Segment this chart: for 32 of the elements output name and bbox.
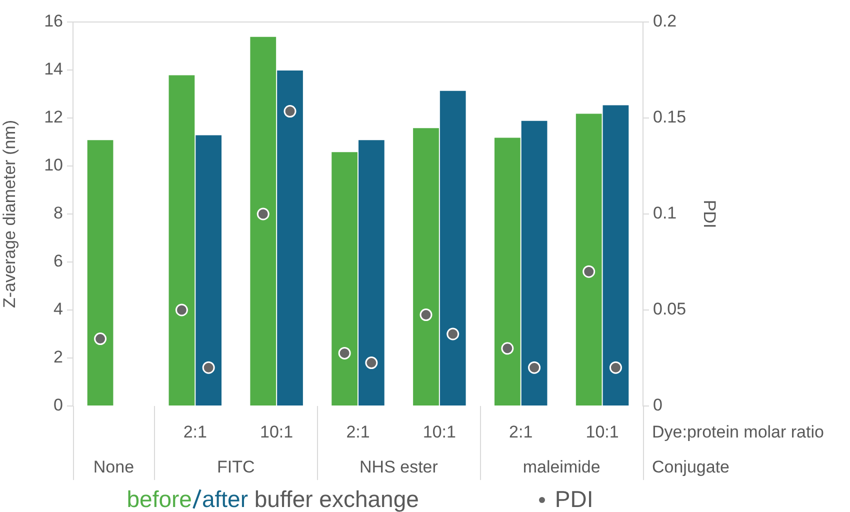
y2-tick-label: 0.2 — [653, 12, 677, 31]
legend-label: PDI — [554, 486, 594, 512]
x-tick-label: 2:1 — [509, 422, 533, 442]
text: Conjugate — [652, 458, 730, 477]
x-tick-label: 10:1 — [586, 422, 619, 442]
text: NHS ester — [360, 458, 438, 477]
y-tick-label: 0 — [54, 396, 63, 415]
y-tick-label: 8 — [54, 204, 63, 223]
x-tick-label: 10:1 — [422, 422, 456, 442]
x-tick-label: 2:1 — [346, 422, 370, 442]
legend-label: after — [202, 486, 248, 512]
y-axis-title: Z-average diameter (nm) — [0, 120, 19, 308]
text: before — [126, 486, 192, 512]
text: maleimide — [522, 458, 600, 477]
y2-tick-label: 0 — [653, 396, 662, 415]
y-tick-label: 4 — [54, 300, 63, 319]
text: FITC — [216, 458, 255, 477]
y-tick-label: 10 — [44, 156, 63, 175]
y-tick-label: 14 — [44, 60, 63, 79]
text: None — [93, 458, 134, 477]
y2-axis-title: PDI — [700, 200, 720, 228]
y2-tick-label: 0.05 — [653, 300, 686, 319]
x-tick-label: 10:1 — [260, 422, 294, 442]
x-tick-label: 2:1 — [183, 422, 207, 442]
y-tick-label: 12 — [44, 108, 63, 127]
y2-tick-label: 0.15 — [653, 108, 686, 127]
y-tick-label: 16 — [44, 12, 63, 31]
x-axis-title: Dye:protein molar ratio — [652, 422, 824, 442]
y-tick-label: 2 — [54, 348, 63, 367]
y-tick-label: 6 — [54, 252, 63, 271]
y2-tick-label: 0.1 — [653, 204, 677, 223]
legend-title: buffer exchange — [253, 486, 419, 512]
